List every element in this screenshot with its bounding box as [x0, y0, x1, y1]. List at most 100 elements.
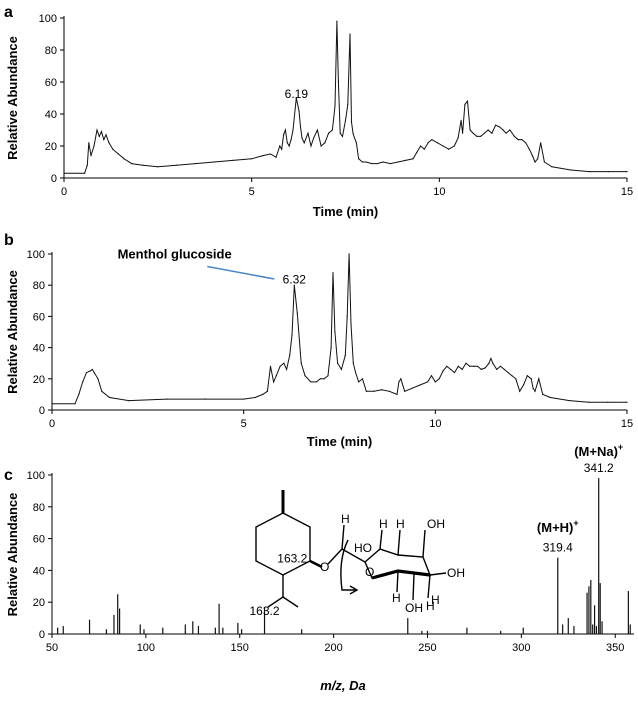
trace-point [290, 139, 292, 141]
fragmentation-arrow [340, 539, 356, 591]
trace-point [483, 132, 485, 134]
trace-point [84, 172, 86, 174]
trace-point [93, 145, 95, 147]
annotation-label: 163.2 [277, 551, 307, 565]
trace-point [404, 390, 406, 392]
arrowhead [349, 585, 359, 595]
y-tick-label: 40 [33, 565, 45, 577]
trace-point [537, 158, 539, 160]
trace-point [117, 153, 120, 155]
annotation-label-text: 341.2 [584, 461, 614, 475]
trace-point [232, 159, 234, 161]
chart-panel-a: a 0 20 40 60 80 100 0 5 10 15 Relative Abundance Ti… [4, 4, 633, 219]
trace-point [101, 390, 103, 392]
trace-point [499, 365, 502, 367]
trace-point [534, 161, 536, 163]
trace-point [488, 362, 490, 364]
trace-point [63, 172, 65, 174]
panel-label-c: c [4, 467, 13, 484]
trace-point [88, 142, 90, 144]
y-tick-label: 40 [33, 343, 45, 355]
trace-point [434, 381, 436, 383]
trace-point [284, 129, 287, 131]
trace-point [626, 171, 628, 173]
x-tick-label: 15 [621, 418, 633, 430]
trace-point [251, 158, 253, 160]
c2-oh-bond [422, 529, 426, 558]
trace-point [266, 390, 269, 392]
x-tick-label: 150 [231, 642, 249, 654]
trace-point [361, 161, 363, 163]
trace-point [166, 398, 168, 400]
x-axis-label: Time (min) [313, 204, 379, 219]
x-tick-label: 0 [49, 418, 55, 430]
x-tick-label: 10 [429, 418, 441, 430]
trace-point [371, 163, 373, 165]
c2-oh-right-bond [429, 572, 447, 576]
trace-point [89, 370, 91, 372]
trace-point [388, 390, 390, 392]
trace-point [130, 163, 133, 165]
trace-point [340, 368, 343, 371]
x-tick-label: 5 [241, 418, 247, 430]
trace-point [336, 20, 338, 22]
trace-point [279, 145, 281, 147]
annotation-label: 163.2 [250, 604, 280, 618]
trace-point [347, 103, 349, 105]
trace-point [128, 400, 130, 402]
struct-label-h6: H [431, 593, 440, 607]
trace-point [310, 145, 312, 147]
trace-point [157, 166, 159, 168]
trace-point [328, 132, 330, 134]
trace-point [540, 142, 542, 144]
struct-label-h1: H [341, 512, 350, 526]
trace-point [86, 164, 88, 166]
trace-point [460, 119, 462, 121]
trace-point [307, 132, 309, 134]
trace-point [365, 390, 367, 392]
chromatogram-trace [64, 21, 627, 174]
y-tick-label: 100 [39, 13, 57, 25]
trace-point [298, 110, 300, 112]
trace-point [528, 148, 531, 150]
trace-point [549, 396, 551, 399]
trace-point [350, 323, 352, 325]
trace-point [525, 142, 527, 144]
y-tick-label: 0 [39, 405, 45, 417]
trace-point [607, 171, 609, 173]
trace-point [100, 131, 103, 133]
trace-point [423, 148, 425, 150]
trace-point [78, 393, 80, 395]
annotation-label-text: 163.2 [277, 551, 307, 565]
trace-point [91, 368, 93, 371]
x-axis-label: m/z, Da [320, 678, 366, 693]
trace-point [352, 132, 354, 134]
trace-point [344, 119, 347, 121]
trace-point [304, 375, 306, 377]
x-tick-label: 0 [61, 186, 67, 198]
annotation-title: (M+Na)+ [574, 442, 623, 459]
trace-point [312, 137, 315, 139]
trace-point [521, 139, 523, 141]
trace-point [519, 390, 521, 392]
trace-point [269, 153, 272, 155]
trace-point [466, 100, 469, 102]
trace-point [96, 129, 98, 131]
y-tick-label: 80 [33, 280, 45, 292]
trace-point [112, 148, 114, 150]
trace-point [301, 137, 303, 139]
y-tick-label: 100 [27, 470, 45, 482]
trace-point [419, 384, 421, 386]
trace-point [436, 142, 439, 144]
annotation-leader-line [207, 265, 275, 280]
trace-point [300, 362, 302, 364]
trace-point [296, 312, 298, 314]
trace-point [465, 362, 467, 364]
trace-point [292, 129, 294, 131]
y-tick-label: 20 [45, 141, 57, 153]
trace-point [503, 368, 505, 371]
struct-label-h4: H [426, 599, 435, 613]
trace-point [551, 166, 553, 168]
trace-point [513, 135, 516, 137]
